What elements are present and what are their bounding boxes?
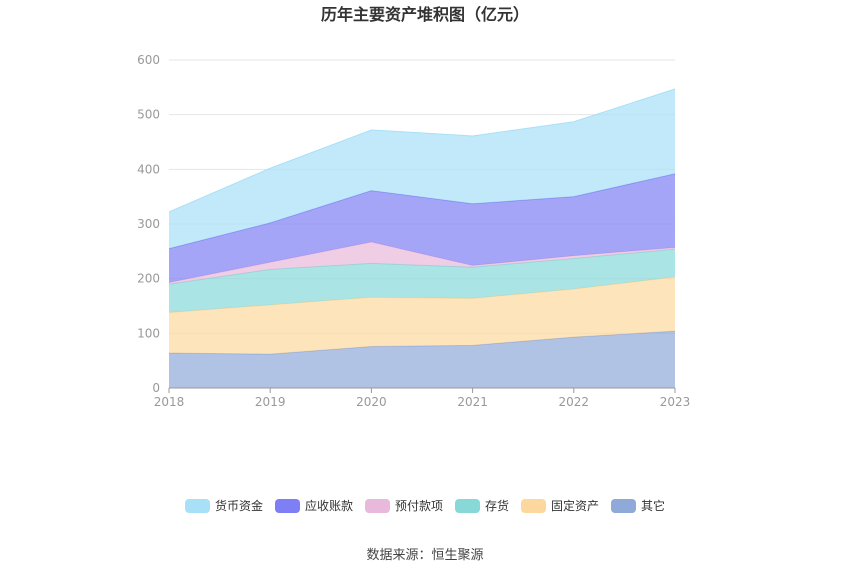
area-4 xyxy=(169,242,675,285)
area-1 xyxy=(169,331,675,388)
legend-swatch xyxy=(455,499,480,513)
legend-swatch xyxy=(185,499,210,513)
legend-swatch xyxy=(611,499,636,513)
legend-swatch xyxy=(365,499,390,513)
x-tick-label: 2019 xyxy=(255,395,286,409)
legend-label: 固定资产 xyxy=(551,498,599,513)
x-tick-label: 2021 xyxy=(457,395,488,409)
area-line-4 xyxy=(168,241,676,283)
y-tick-label: 100 xyxy=(137,326,160,340)
x-tick-label: 2018 xyxy=(154,395,185,409)
x-tick-label: 2023 xyxy=(660,395,691,409)
area-2 xyxy=(169,277,675,355)
area-line-6 xyxy=(168,88,676,213)
axes: 2018 2019 2020 2021 2022 2023 xyxy=(154,387,691,409)
y-tick-label: 600 xyxy=(137,53,160,67)
legend-label: 应收账款 xyxy=(305,498,353,513)
legend-swatch xyxy=(521,499,546,513)
chart-title: 历年主要资产堆积图（亿元） xyxy=(321,5,529,24)
x-tick-label: 2022 xyxy=(559,395,590,409)
legend: 货币资金 应收账款 预付款项 存货 固定资产 其它 xyxy=(185,498,665,513)
data-source: 数据来源：恒生聚源 xyxy=(366,548,483,563)
legend-label: 预付款项 xyxy=(395,499,443,513)
legend-swatch xyxy=(275,499,300,513)
area-3 xyxy=(169,249,675,313)
legend-label: 其它 xyxy=(641,498,665,513)
legend-label: 货币资金 xyxy=(215,498,263,513)
y-tick-label: 200 xyxy=(137,272,160,286)
y-tick-label: 500 xyxy=(137,108,160,122)
area-5 xyxy=(169,173,675,283)
y-tick-label: 400 xyxy=(137,162,160,176)
legend-label: 存货 xyxy=(485,498,509,513)
area-6 xyxy=(169,88,675,249)
y-tick-label: 0 xyxy=(152,381,160,395)
area-series xyxy=(168,88,676,388)
y-tick-label: 300 xyxy=(137,217,160,231)
x-tick-label: 2020 xyxy=(356,395,387,409)
